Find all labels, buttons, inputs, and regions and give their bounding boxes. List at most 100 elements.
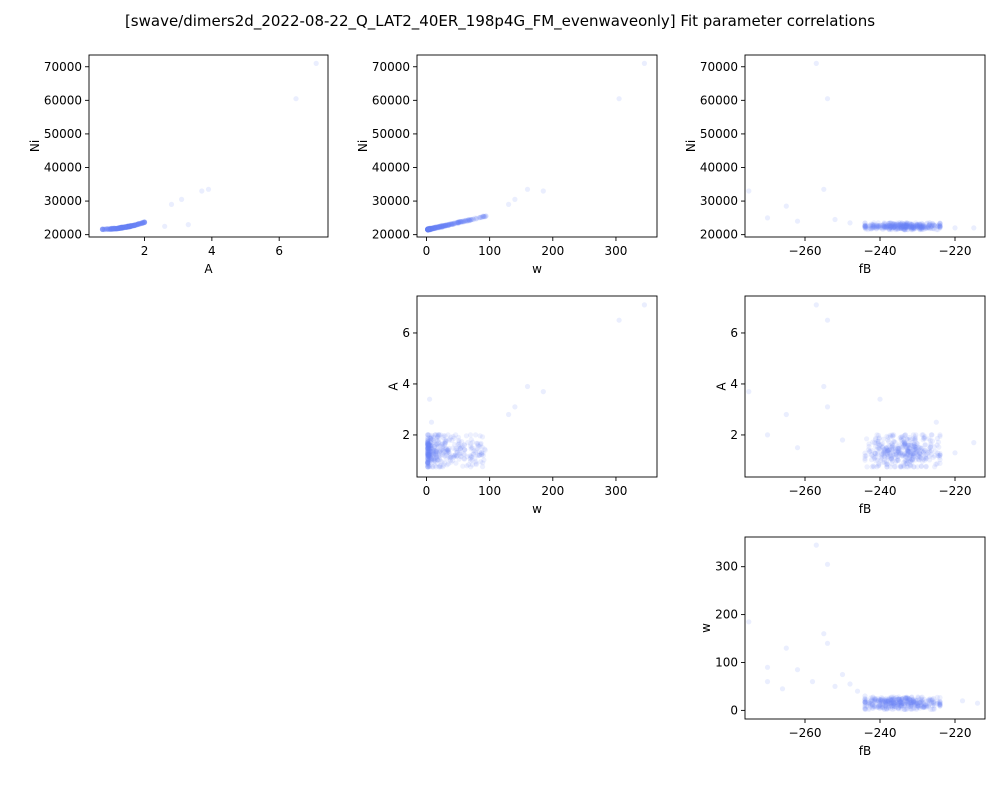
data-point — [879, 704, 886, 710]
data-point — [920, 432, 926, 438]
data-point — [913, 445, 919, 451]
data-point — [909, 224, 915, 230]
data-point — [904, 442, 911, 448]
data-point — [119, 225, 125, 231]
data-point — [436, 225, 442, 231]
data-point — [895, 699, 901, 706]
x-axis-label: A — [204, 262, 213, 276]
data-point — [891, 224, 897, 230]
data-point — [425, 459, 431, 465]
data-point — [900, 453, 906, 459]
data-point — [907, 453, 913, 459]
data-point — [141, 219, 148, 225]
data-point — [425, 226, 432, 232]
data-point — [474, 440, 480, 446]
data-point — [913, 697, 920, 704]
data-point — [865, 227, 871, 233]
data-point — [875, 451, 881, 457]
data-point — [928, 697, 935, 703]
y-axis-label: Ni — [28, 140, 42, 152]
data-point — [904, 452, 910, 458]
data-point — [887, 220, 893, 226]
data-point — [896, 450, 902, 456]
data-point — [904, 699, 910, 705]
data-point — [426, 227, 432, 233]
data-point — [887, 464, 894, 470]
data-point — [117, 225, 123, 231]
data-point — [898, 699, 904, 705]
data-point — [918, 698, 925, 705]
data-point — [427, 225, 433, 231]
data-point — [895, 457, 901, 463]
data-point — [293, 96, 299, 102]
data-point — [135, 221, 141, 228]
data-point — [891, 432, 897, 438]
data-point — [138, 220, 144, 227]
data-point — [425, 451, 431, 457]
data-point — [425, 226, 431, 233]
data-point — [426, 226, 432, 233]
data-point — [427, 226, 433, 232]
data-point — [463, 433, 469, 439]
data-point — [425, 226, 431, 232]
data-point — [425, 227, 431, 233]
data-point — [871, 222, 877, 229]
data-point — [431, 225, 437, 231]
data-point — [907, 446, 914, 452]
data-point — [120, 224, 126, 230]
data-point — [104, 226, 110, 232]
data-point — [862, 699, 868, 705]
data-point — [917, 227, 923, 233]
data-point — [746, 389, 752, 395]
data-point — [937, 223, 943, 229]
data-point — [913, 703, 919, 709]
data-point — [881, 225, 887, 231]
data-point — [914, 221, 921, 227]
data-point — [437, 464, 443, 470]
data-point — [889, 432, 895, 438]
data-point — [108, 225, 114, 231]
data-point — [877, 443, 883, 449]
data-point — [911, 226, 917, 232]
data-point — [129, 223, 136, 229]
data-point — [952, 225, 958, 231]
data-point — [428, 451, 434, 457]
data-point — [452, 220, 458, 226]
data-point — [934, 694, 940, 701]
data-point — [909, 457, 916, 463]
data-point — [879, 225, 885, 232]
data-point — [915, 444, 921, 450]
data-point — [439, 223, 445, 229]
data-point — [914, 221, 920, 228]
data-point — [456, 451, 462, 457]
data-point — [123, 224, 129, 230]
data-point — [99, 226, 106, 232]
data-point — [937, 695, 943, 701]
data-point — [907, 224, 913, 230]
data-point — [425, 226, 431, 233]
data-point — [909, 452, 915, 458]
data-point — [136, 221, 142, 227]
data-point — [894, 221, 900, 228]
data-point — [908, 702, 914, 708]
data-point — [893, 697, 899, 703]
data-point — [879, 695, 885, 702]
data-point — [886, 443, 892, 449]
data-point — [100, 226, 107, 232]
data-point — [895, 444, 901, 450]
data-point — [899, 702, 905, 709]
axes-frame — [744, 536, 986, 720]
data-point — [436, 224, 442, 230]
data-point — [425, 445, 431, 452]
data-point — [917, 226, 923, 233]
data-point — [824, 317, 831, 323]
data-point — [118, 224, 125, 230]
data-point — [110, 226, 116, 232]
data-point — [114, 225, 121, 232]
data-point — [435, 438, 441, 444]
data-point — [425, 227, 431, 233]
data-point — [442, 223, 448, 229]
data-point — [111, 226, 117, 232]
data-point — [911, 224, 917, 231]
data-point — [426, 452, 432, 458]
